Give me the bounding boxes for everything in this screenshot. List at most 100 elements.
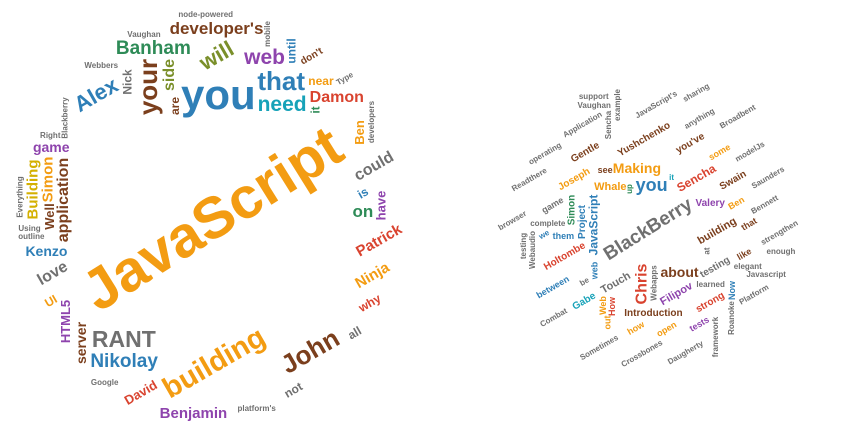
- word-support: support: [578, 92, 609, 102]
- word-combat: Combat: [538, 306, 570, 330]
- word-holtombe: Holtombe: [541, 240, 588, 274]
- word-project: Project: [576, 204, 588, 239]
- word-testing: testing: [519, 233, 529, 260]
- word-sometimes: Sometimes: [578, 332, 620, 362]
- word-damon: Damon: [309, 89, 364, 107]
- word-rant: RANT: [91, 325, 156, 352]
- word-how: how: [625, 319, 646, 338]
- word-sencha: Sencha: [674, 161, 719, 196]
- word-touch: Touch: [598, 269, 633, 296]
- word-bennett: Bennett: [749, 193, 780, 216]
- word-crossbones: Crossbones: [619, 338, 665, 370]
- word-making: Making: [612, 160, 662, 177]
- word-why: why: [356, 291, 384, 316]
- word-see: see: [597, 165, 613, 176]
- word-could: could: [351, 148, 397, 185]
- word-operating: operating: [526, 140, 563, 167]
- word-it: it: [308, 106, 323, 115]
- word-platform-s: platform's: [237, 403, 276, 413]
- word-like: like: [735, 246, 754, 263]
- word-we: we: [537, 227, 551, 242]
- word-web: web: [244, 45, 285, 69]
- word-kenzo: Kenzo: [25, 242, 68, 259]
- word-about: about: [660, 264, 699, 281]
- word-vaughan: Vaughan: [127, 30, 161, 40]
- word-google: Google: [90, 377, 119, 387]
- word-your: your: [133, 59, 164, 116]
- word-introduction: Introduction: [624, 307, 683, 319]
- word-framework: framework: [711, 316, 721, 358]
- word-banham: Banham: [115, 38, 191, 60]
- word-well: Well: [41, 203, 57, 230]
- word-html5: HTML5: [58, 299, 74, 344]
- word-nick: Nick: [121, 69, 136, 96]
- word-whale: Whale: [594, 180, 627, 193]
- word-open: open: [654, 319, 679, 339]
- word-strong: strong: [694, 290, 727, 316]
- word-outline: outline: [18, 232, 45, 242]
- word-alex: Alex: [69, 72, 123, 117]
- word-filipov: Filipov: [658, 280, 696, 309]
- word-using: Using: [18, 223, 41, 233]
- word-some: some: [706, 141, 732, 163]
- word-you: you: [635, 174, 668, 195]
- word-until: until: [284, 38, 299, 64]
- left-word-cloud: JavaScript you building your that John RANT wil…: [15, 10, 405, 422]
- word-john: John: [275, 322, 345, 380]
- word-server: server: [73, 322, 90, 365]
- word-testing: testing: [698, 254, 732, 281]
- word-don-t: don't: [298, 46, 325, 68]
- word-building: building: [695, 214, 739, 247]
- word-readthere: Readthere: [510, 166, 549, 194]
- word-sharing: sharing: [681, 81, 711, 104]
- word-roanoke: Roanoke: [726, 300, 736, 335]
- word-daugherty: Daugherty: [666, 338, 706, 367]
- word-learned: learned: [696, 280, 725, 290]
- word-mobile: mobile: [263, 20, 273, 47]
- word-are: are: [167, 96, 182, 115]
- word-out: out: [602, 315, 613, 330]
- word-how: How: [607, 296, 618, 316]
- word-complete: complete: [530, 218, 566, 228]
- word-javascript: Javascript: [746, 269, 786, 279]
- word-sencha: Sencha: [604, 110, 614, 139]
- word-platform: Platform: [737, 282, 770, 307]
- word-blackberry: BlackBerry: [600, 193, 697, 265]
- word-web: web: [588, 261, 599, 280]
- word-between: between: [534, 273, 571, 301]
- word-simon: Simon: [39, 156, 57, 203]
- word-yushchenko: Yushchenko: [616, 120, 673, 160]
- word-developer-s: developer's: [169, 18, 264, 38]
- word-browser: browser: [496, 208, 528, 233]
- word-type: Type: [334, 69, 355, 87]
- word-saunders: Saunders: [749, 164, 786, 191]
- right-word-cloud: BlackBerry you Chris about Making JavaScript S…: [424, 0, 848, 438]
- word-application: Application: [561, 110, 604, 140]
- word-that: that: [257, 66, 306, 97]
- word-now: Now: [727, 280, 738, 300]
- word-building: Building: [24, 159, 42, 220]
- word-building: building: [157, 321, 272, 406]
- word-need: need: [257, 93, 307, 117]
- word-up: up: [625, 184, 635, 194]
- word-webbers: Webbers: [84, 61, 119, 71]
- word-gabe: Gabe: [570, 290, 599, 313]
- word-david: David: [121, 376, 160, 408]
- word-vaughan: Vaughan: [577, 100, 611, 110]
- word-node-powered: node-powered: [178, 10, 234, 20]
- word-everything: Everything: [15, 176, 25, 218]
- word-it: it: [669, 173, 675, 183]
- word-javascript: JavaScript: [586, 194, 601, 255]
- word-will: will: [195, 35, 239, 75]
- word-benjamin: Benjamin: [159, 404, 228, 422]
- word-you: you: [180, 71, 256, 119]
- word-javascript-s: JavaScript's: [633, 88, 680, 121]
- word-elegant: elegant: [733, 261, 762, 271]
- word-webapps: Webapps: [649, 265, 659, 301]
- word-ben: Ben: [351, 119, 367, 145]
- word-have: have: [373, 190, 389, 221]
- word-developers: developers: [367, 100, 377, 144]
- word-valery: Valery: [695, 198, 725, 210]
- word-not: not: [281, 378, 305, 401]
